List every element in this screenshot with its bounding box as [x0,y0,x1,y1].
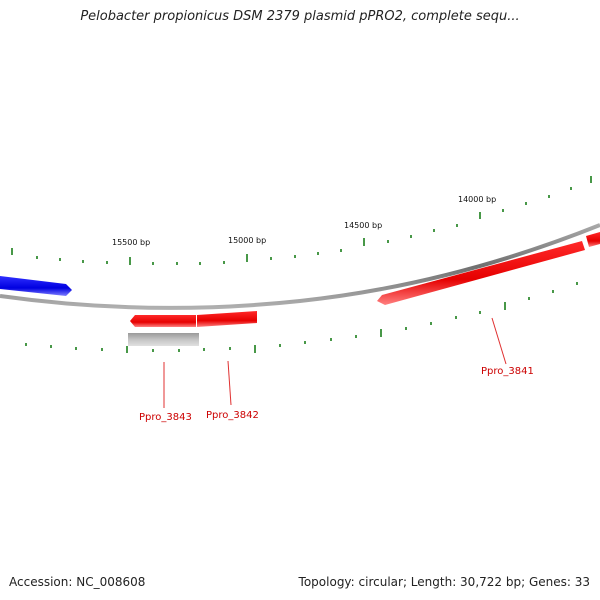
outer-tick-ring [11,176,592,265]
gene-label-ppro-3843[interactable]: Ppro_3843 [139,412,192,423]
grey-feature[interactable] [128,333,199,346]
label-line-ppro-3841 [491,317,507,365]
gene-label-ppro-3842[interactable]: Ppro_3842 [206,410,259,421]
tick-label-14500: 14500 bp [344,221,382,230]
inner-tick-ring [25,282,578,353]
accession-label: Accession: NC_008608 [9,575,146,589]
map-title: Pelobacter propionicus DSM 2379 plasmid … [80,9,520,24]
plasmid-backbone [0,223,600,310]
gene-forward-strand[interactable] [0,276,72,296]
gene-reverse-strand-partial[interactable] [586,232,600,247]
gene-ppro-3842[interactable] [197,311,257,327]
tick-label-15500: 15500 bp [112,238,150,247]
gene-label-ppro-3841[interactable]: Ppro_3841 [481,366,534,377]
gene-ppro-3841[interactable] [377,241,585,305]
tick-label-15000: 15000 bp [228,236,266,245]
tick-label-14000: 14000 bp [458,195,496,204]
label-line-ppro-3842 [227,360,232,406]
gene-ppro-3843[interactable] [130,315,196,327]
topology-summary: Topology: circular; Length: 30,722 bp; G… [298,575,590,589]
